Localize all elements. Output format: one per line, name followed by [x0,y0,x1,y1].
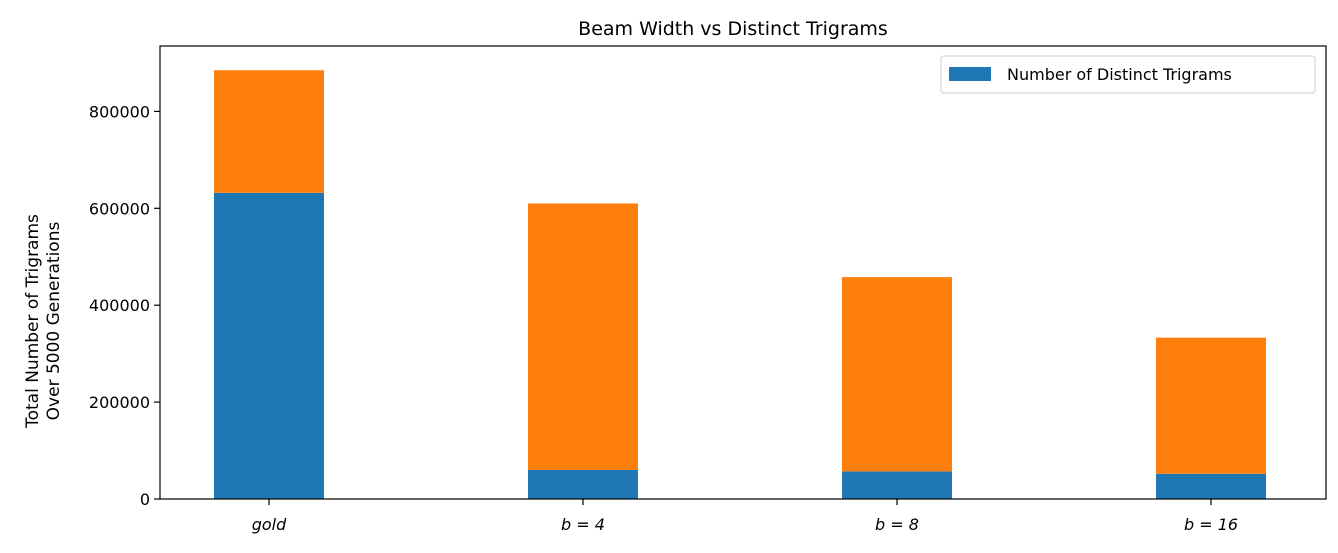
y-axis-label-line-2: Over 5000 Generations [44,222,64,421]
bar-series-0-2 [842,471,952,499]
bar-series-1-0 [214,70,324,193]
legend-label: Number of Distinct Trigrams [1007,65,1232,84]
y-tick-label-0: 0 [140,490,150,509]
bar-series-1-2 [842,277,952,472]
y-tick-label-3: 600000 [89,199,150,218]
bars [214,70,1266,499]
x-tick-label-2: b = 8 [875,515,919,534]
y-tick-label-4: 800000 [89,102,150,121]
plot-frame [159,45,1327,500]
x-tick-label-1: b = 4 [561,515,605,534]
bar-series-1-1 [528,203,638,470]
chart-title: Beam Width vs Distinct Trigrams [578,18,888,40]
bar-series-0-0 [214,192,324,499]
x-ticks: gold b = 4 b = 8 b = 16 [252,499,1238,534]
x-tick-label-3: b = 16 [1184,515,1238,534]
bar-series-1-3 [1156,337,1266,474]
x-tick-label-0: gold [252,515,287,534]
legend-box [940,55,1316,94]
y-ticks: 0 200000 400000 600000 800000 [89,102,160,509]
y-axis-label-line-1: Total Number of Trigrams [23,214,43,429]
y-tick-label-1: 200000 [89,393,150,412]
legend: Number of Distinct Trigrams [940,55,1316,94]
y-tick-label-2: 400000 [89,296,150,315]
bar-series-0-3 [1156,473,1266,499]
bar-series-0-1 [528,469,638,499]
y-axis-label: Total Number of Trigrams Over 5000 Gener… [23,214,64,429]
legend-swatch [949,67,991,81]
